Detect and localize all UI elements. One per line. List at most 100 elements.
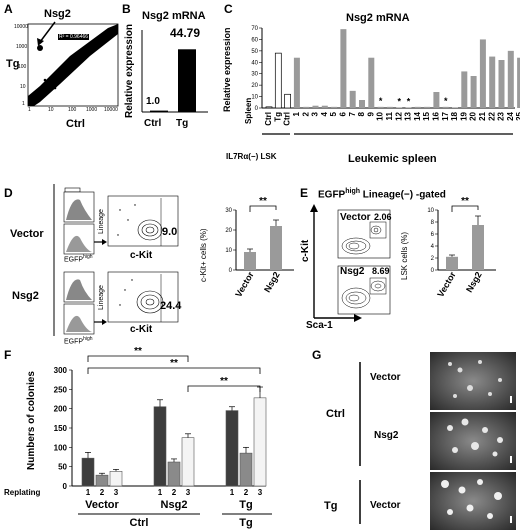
bar (312, 105, 319, 108)
y-tick-label: 8 (431, 220, 435, 226)
sig-label: ** (220, 376, 228, 387)
bar (507, 50, 514, 108)
category-label: Vector (233, 270, 256, 299)
category-label: Tg (273, 112, 282, 122)
y-tick-label: 20 (251, 83, 258, 89)
panel-g-image-label: Nsg2 (374, 430, 399, 441)
bar (340, 29, 347, 109)
replating-round-label: 3 (186, 488, 191, 497)
y-tick-label: 200 (54, 405, 68, 414)
panel-e-xlabel: Sca-1 (306, 320, 333, 331)
category-label: 5 (329, 111, 338, 116)
panel-a-scatter (27, 21, 119, 107)
replating-round-label: 1 (158, 488, 163, 497)
panel-b-title: Nsg2 mRNA (142, 10, 206, 22)
y-tick-label: 30 (251, 72, 258, 78)
category-label: 3 (311, 111, 320, 116)
y-tick-label: 0 (431, 268, 435, 274)
category-label: 2 (301, 111, 310, 116)
panel-e-title: EGFPhigh Lineage(−) -gated (318, 188, 446, 201)
panel-a-xtick: 1000 (86, 107, 98, 113)
panel-a-ylabel: Tg (6, 58, 20, 70)
category-label: 10 (376, 111, 385, 120)
bar (359, 100, 365, 108)
bar (153, 406, 167, 487)
category-label: 9 (366, 111, 375, 116)
panel-e-plot-label: Vector (340, 212, 371, 223)
replating-round-label: 2 (172, 488, 177, 497)
panel-d-ckit-axis: c-Kit (130, 250, 153, 261)
category-label: 16 (432, 111, 441, 120)
sig-label: ** (134, 346, 142, 357)
panel-e-facs (310, 204, 391, 322)
y-tick-label: 4 (431, 244, 435, 250)
panel-e-bar-chart: 0 2 4 6 8 10 Vector Nsg2 ** (427, 196, 496, 299)
panel-a-xlabel: Ctrl (66, 118, 85, 130)
bar (489, 56, 496, 108)
category-label: 22 (487, 111, 496, 120)
bar (244, 252, 256, 270)
bar (405, 107, 412, 108)
bar (239, 452, 253, 487)
category-label: 21 (478, 111, 487, 120)
bar (446, 256, 458, 270)
bar (331, 106, 338, 108)
panel-c-ylabel: Relative expression (222, 27, 232, 112)
panel-c-group2: Spleen (244, 97, 253, 124)
panel-a-fit: R² = 0.96466 (58, 34, 90, 40)
panel-d-bar-chart: 0 10 20 30 Vector Nsg2 ** (225, 196, 294, 299)
panel-b-category: Ctrl (144, 118, 162, 129)
y-tick-label: 10 (427, 208, 434, 214)
sig-label: ** (170, 358, 178, 369)
panel-a-xtick: 10000 (104, 107, 118, 113)
category-label: 17 (441, 111, 450, 120)
panel-f-ylabel: Numbers of colonies (26, 371, 37, 470)
group-ctrl-label: Ctrl (130, 517, 149, 529)
bar (452, 107, 458, 108)
panel-g-row-tg: Tg (324, 500, 338, 512)
category-label: 4 (320, 111, 329, 116)
bar (498, 60, 505, 108)
panel-b-category: Tg (176, 118, 189, 129)
y-tick-label: 2 (431, 256, 435, 262)
sig-star: * (397, 96, 401, 106)
panel-d-ckit-axis: c-Kit (130, 324, 153, 335)
bar (472, 225, 484, 270)
group-label: Nsg2 (161, 499, 188, 511)
category-label: 24 (506, 111, 515, 120)
panel-d-letter: D (4, 186, 13, 200)
group-label: Vector (85, 499, 119, 511)
bar (461, 71, 468, 108)
bar (517, 57, 520, 108)
y-tick-label: 0 (63, 482, 68, 491)
category-label: Ctrl (264, 112, 273, 126)
bar (349, 90, 356, 108)
category-label: 19 (459, 111, 468, 120)
category-label: Vector (435, 270, 458, 299)
panel-e-letter: E (300, 186, 309, 200)
bar (270, 226, 282, 270)
bar (225, 410, 239, 487)
bar (368, 57, 375, 108)
bar (81, 457, 95, 487)
panel-d-gate-value: 9.0 (162, 226, 178, 238)
y-tick-label: 10 (225, 248, 232, 254)
replating-round-label: 3 (258, 488, 263, 497)
bar (396, 107, 403, 108)
y-tick-label: 0 (229, 268, 233, 274)
sig-bracket (87, 355, 189, 362)
bar (265, 106, 273, 109)
category-label: 1 (292, 111, 301, 116)
panel-a-arrow-label: Nsg2 (44, 8, 71, 20)
group-label: Tg (239, 499, 252, 511)
panel-d-lineage-axis: Lineage (98, 285, 105, 310)
sig-bracket (187, 385, 261, 392)
category-label: 13 (404, 111, 413, 120)
sig-star: * (444, 96, 448, 106)
panel-a-ytick: 10000 (14, 24, 28, 30)
bar (293, 57, 300, 108)
sig-bracket (87, 367, 261, 374)
panel-d-facs (53, 184, 179, 336)
panel-b-ylabel: Relative expression (124, 24, 135, 118)
y-tick-label: 60 (251, 37, 258, 43)
